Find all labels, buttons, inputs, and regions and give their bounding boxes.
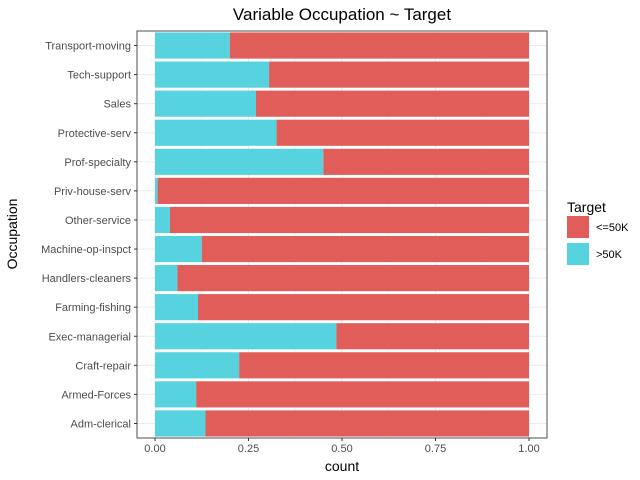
y-tick-label: Handlers-cleaners (42, 273, 132, 285)
bar-segment-le50k (229, 32, 530, 59)
y-axis-title: Occupation (4, 199, 20, 270)
y-tick-label: Adm-clerical (70, 418, 131, 430)
y-tick-label: Protective-serv (58, 128, 132, 140)
y-tick-label: Other-service (65, 215, 131, 227)
bar-segment-le50k (198, 294, 529, 321)
bar-segment-le50k (336, 323, 529, 350)
y-axis-ticks: Transport-moving Tech-support Sales Protect… (41, 41, 137, 430)
bar-segment-gt50k (155, 323, 337, 350)
bar-segment-le50k (205, 410, 530, 437)
bars (155, 32, 530, 437)
chart-title: Variable Occupation ~ Target (233, 5, 451, 24)
bar-segment-gt50k (155, 352, 240, 379)
legend-label: >50K (596, 249, 623, 261)
bar-segment-gt50k (155, 119, 277, 146)
bar-segment-gt50k (155, 90, 256, 117)
bar-segment-le50k (269, 61, 529, 88)
x-tick-label: 0.25 (238, 443, 259, 455)
bar-segment-gt50k (155, 410, 206, 437)
x-tick-label: 0.50 (331, 443, 352, 455)
x-axis-title: count (325, 458, 359, 474)
y-tick-label: Sales (103, 99, 131, 111)
y-tick-label: Armed-Forces (61, 389, 131, 401)
bar-segment-le50k (276, 119, 529, 146)
bar-segment-gt50k (155, 235, 202, 263)
y-tick-label: Craft-repair (75, 360, 131, 372)
y-tick-label: Priv-house-serv (54, 186, 132, 198)
bar-segment-gt50k (155, 177, 158, 204)
bar-segment-gt50k (155, 61, 270, 88)
bar-segment-gt50k (155, 381, 197, 408)
bar-segment-le50k (196, 381, 529, 408)
legend-swatch (567, 243, 589, 265)
bar-segment-le50k (255, 90, 530, 117)
legend-swatch (567, 216, 589, 238)
bar-segment-le50k (169, 206, 529, 234)
legend-items: <=50K >50K (567, 216, 629, 265)
x-axis-ticks: 0.00 0.25 0.50 0.75 1.00 (144, 438, 540, 455)
bar-segment-gt50k (155, 206, 170, 234)
legend-title: Target (567, 199, 606, 215)
bar-segment-le50k (157, 177, 530, 204)
bar-segment-le50k (323, 148, 529, 175)
bar-segment-le50k (239, 352, 529, 379)
bar-segment-gt50k (155, 148, 324, 175)
bar-segment-le50k (177, 265, 529, 292)
x-tick-label: 0.00 (144, 443, 165, 455)
y-tick-label: Exec-managerial (48, 331, 131, 343)
y-tick-label: Transport-moving (45, 41, 131, 53)
bar-segment-gt50k (155, 265, 178, 292)
legend-label: <=50K (596, 222, 629, 234)
bar-segment-gt50k (155, 294, 199, 321)
y-tick-label: Machine-op-inspct (41, 244, 131, 256)
x-tick-label: 0.75 (425, 443, 446, 455)
legend: Target <=50K >50K (567, 199, 629, 265)
bar-segment-gt50k (155, 32, 230, 59)
x-tick-label: 1.00 (518, 443, 539, 455)
y-tick-label: Tech-support (67, 70, 131, 82)
y-tick-label: Prof-specialty (64, 157, 131, 169)
bar-segment-le50k (201, 235, 529, 263)
y-tick-label: Farming-fishing (55, 302, 131, 314)
